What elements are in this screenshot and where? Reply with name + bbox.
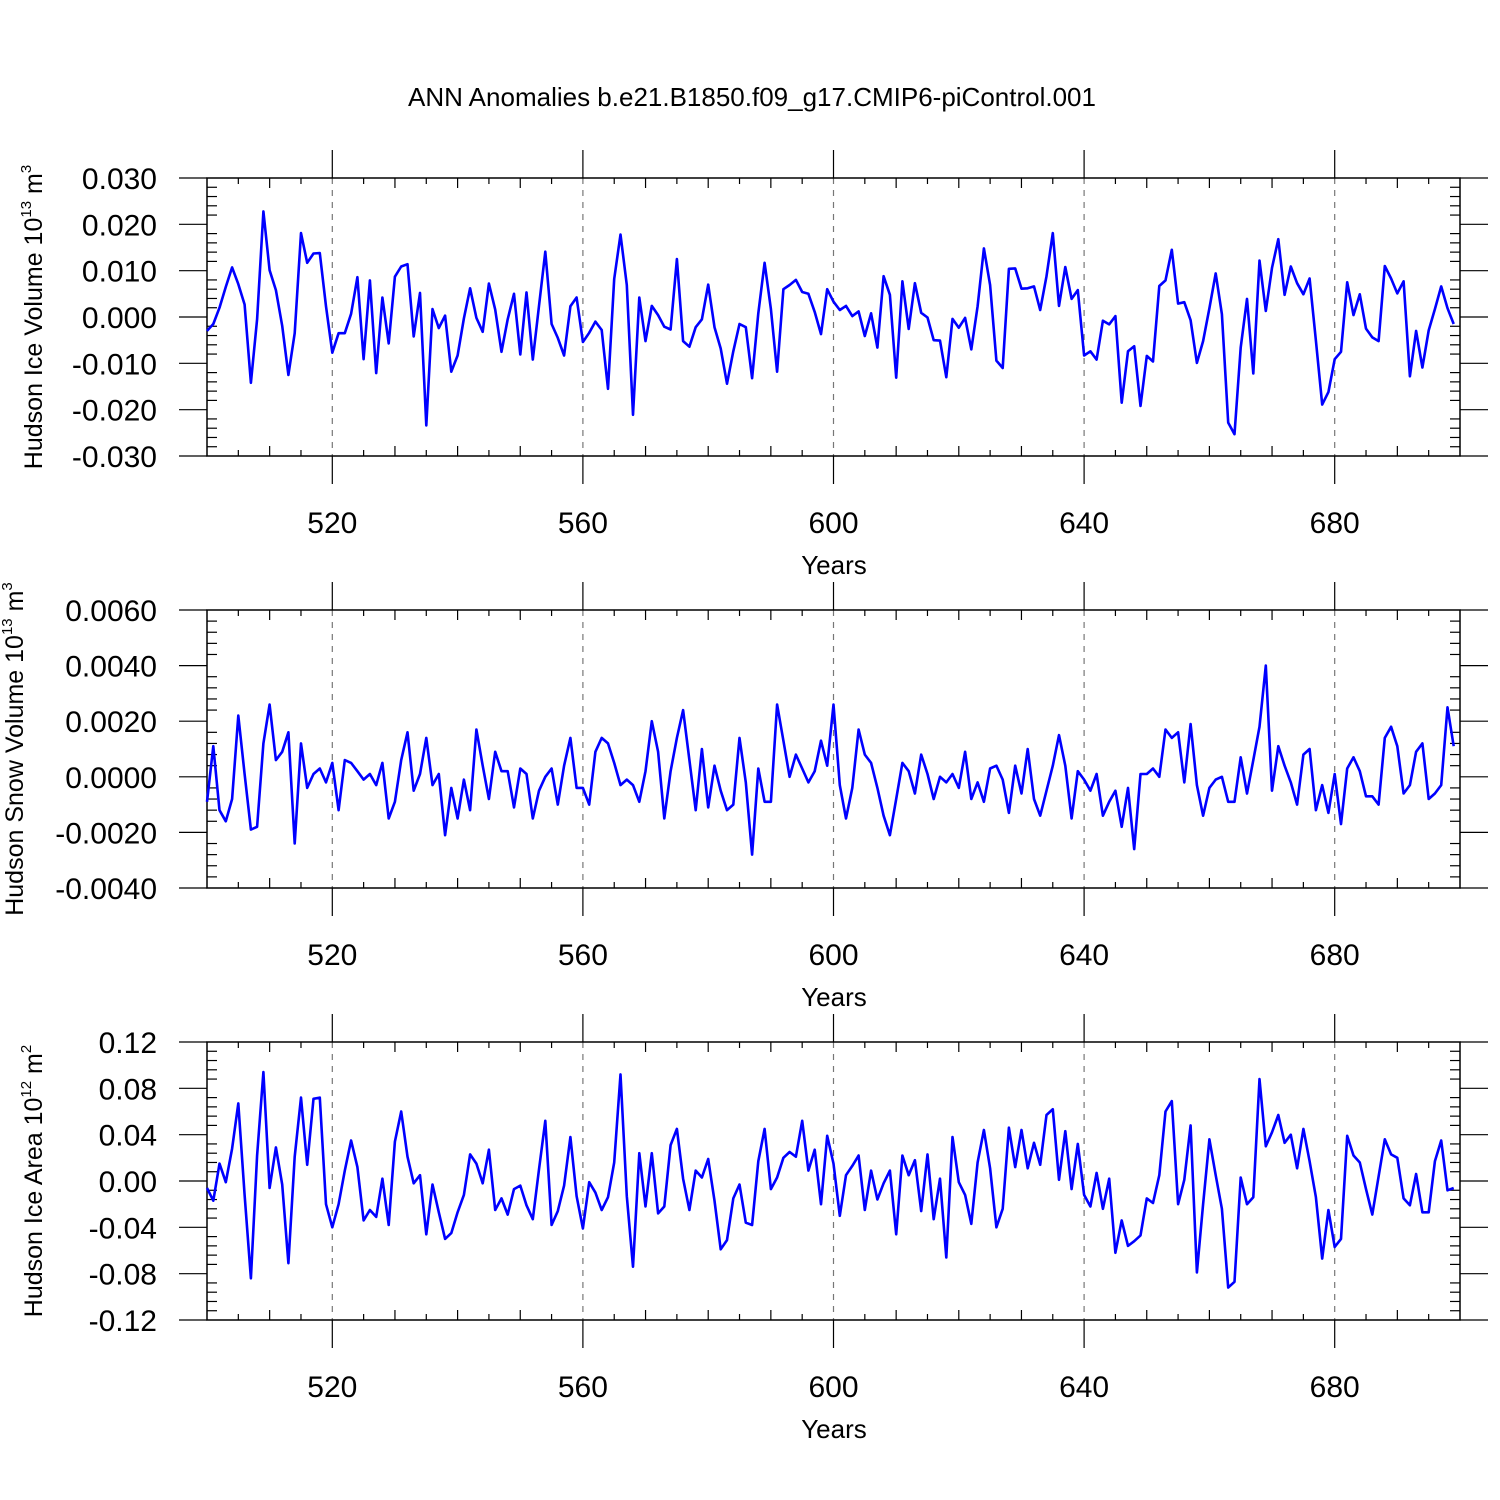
x-tick-label: 600 bbox=[808, 1371, 858, 1404]
x-tick-label: 680 bbox=[1310, 1371, 1360, 1404]
x-tick-label: 520 bbox=[307, 507, 357, 540]
chart-title: ANN Anomalies b.e21.B1850.f09_g17.CMIP6-… bbox=[408, 82, 1096, 112]
x-tick-label: 640 bbox=[1059, 939, 1109, 972]
x-tick-label: 680 bbox=[1310, 939, 1360, 972]
series-line bbox=[206, 210, 1455, 436]
y-axis-label: Hudson Snow Volume 1013 m3 bbox=[0, 582, 29, 916]
chart-panel-3: 520 560 600 640 680 0.12 0.08 0.04 0.00 -0.04 -0.0… bbox=[18, 1014, 1488, 1444]
y-tick-label: 0.00 bbox=[99, 1166, 157, 1199]
y-tick-label: -0.12 bbox=[89, 1305, 157, 1338]
y-tick-label: -0.020 bbox=[72, 395, 157, 428]
y-axis-label-unit-exponent: 3 bbox=[0, 582, 16, 590]
x-tick-label: 600 bbox=[808, 939, 858, 972]
y-axis-label-unit: m bbox=[20, 173, 48, 201]
x-tick-label: 560 bbox=[558, 939, 608, 972]
y-tick-label: 0.000 bbox=[82, 302, 157, 335]
y-tick-label: 0.0060 bbox=[65, 595, 157, 628]
y-tick-label: -0.0040 bbox=[55, 873, 157, 906]
y-axis-label-text: Hudson Snow Volume 10 bbox=[1, 635, 29, 916]
y-axis-label-exponent: 12 bbox=[18, 1081, 35, 1098]
y-tick-label: 0.010 bbox=[82, 256, 157, 289]
y-axis-label-exponent: 13 bbox=[0, 618, 16, 635]
chart-panel-2: 520 560 600 640 680 0.0060 0.0040 0.0020 0.0000 -… bbox=[0, 582, 1488, 1012]
y-axis-label-exponent: 13 bbox=[18, 201, 35, 218]
y-axis-label: Hudson Ice Area 1012 m2 bbox=[18, 1045, 48, 1317]
y-tick-label: 0.0020 bbox=[65, 706, 157, 739]
y-tick-label: 0.12 bbox=[99, 1027, 157, 1060]
y-axis-label-text: Hudson Ice Volume 10 bbox=[20, 218, 48, 470]
y-tick-label: -0.030 bbox=[72, 441, 157, 474]
y-axis-label-unit: m bbox=[20, 1053, 48, 1081]
x-tick-label: 520 bbox=[307, 939, 357, 972]
y-tick-label: -0.08 bbox=[89, 1259, 157, 1292]
y-tick-label: -0.04 bbox=[89, 1212, 157, 1245]
series-line bbox=[205, 1070, 1455, 1289]
y-axis-label-unit: m bbox=[1, 591, 29, 619]
x-tick-label: 640 bbox=[1059, 507, 1109, 540]
x-axis-label: Years bbox=[801, 1414, 867, 1444]
x-tick-label: 560 bbox=[558, 1371, 608, 1404]
y-tick-label: 0.08 bbox=[99, 1073, 157, 1106]
x-tick-label: 640 bbox=[1059, 1371, 1109, 1404]
y-axis-label-unit-exponent: 3 bbox=[18, 165, 35, 173]
x-tick-label: 680 bbox=[1310, 507, 1360, 540]
y-axis-label: Hudson Ice Volume 1013 m3 bbox=[18, 165, 48, 469]
y-tick-label: -0.010 bbox=[72, 348, 157, 381]
x-tick-label: 560 bbox=[558, 507, 608, 540]
chart-panel-1: 520 560 600 640 680 0.030 0.020 0.010 0.000 -0.01… bbox=[18, 150, 1488, 580]
y-axis-label-text: Hudson Ice Area 10 bbox=[20, 1098, 48, 1318]
x-tick-label: 520 bbox=[307, 1371, 357, 1404]
y-tick-label: -0.0020 bbox=[55, 817, 157, 850]
y-tick-label: 0.0040 bbox=[65, 651, 157, 684]
y-tick-label: 0.04 bbox=[99, 1120, 157, 1153]
x-tick-label: 600 bbox=[808, 507, 858, 540]
y-tick-label: 0.0000 bbox=[65, 762, 157, 795]
y-tick-label: 0.030 bbox=[82, 163, 157, 196]
y-axis-label-unit-exponent: 2 bbox=[18, 1045, 35, 1053]
series-line bbox=[205, 664, 1455, 856]
x-axis-label: Years bbox=[801, 550, 867, 580]
y-tick-label: 0.020 bbox=[82, 209, 157, 242]
x-axis-label: Years bbox=[801, 982, 867, 1012]
